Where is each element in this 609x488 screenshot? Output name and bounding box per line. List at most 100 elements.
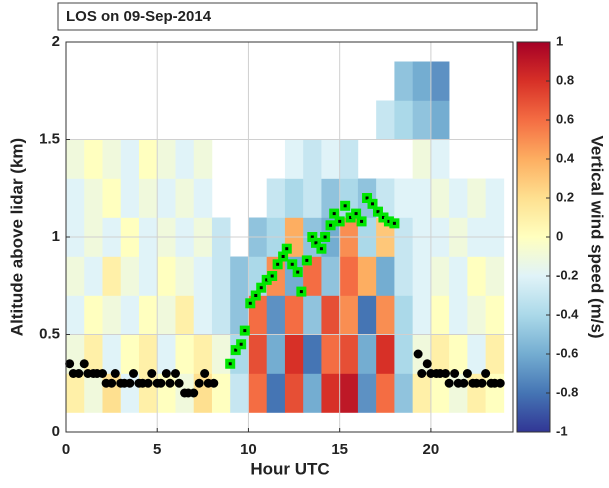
y-tick-label: 1.5 bbox=[39, 130, 60, 147]
heatmap-cell bbox=[339, 334, 359, 374]
point bbox=[320, 232, 331, 242]
point bbox=[444, 378, 454, 388]
point bbox=[389, 218, 400, 229]
point bbox=[340, 200, 351, 211]
heatmap-cell bbox=[376, 256, 395, 296]
marker-center bbox=[381, 216, 385, 219]
point bbox=[110, 369, 120, 378]
point bbox=[261, 274, 272, 285]
marker-center bbox=[332, 212, 336, 216]
point bbox=[230, 345, 241, 356]
heatmap-cell bbox=[376, 334, 395, 374]
heatmap-cell bbox=[339, 256, 359, 296]
heatmap-cell bbox=[485, 334, 505, 374]
heatmap-cell bbox=[321, 334, 340, 374]
heatmap-cell bbox=[84, 373, 103, 413]
point bbox=[125, 378, 135, 388]
heatmap-cell bbox=[157, 178, 176, 218]
heatmap-cell bbox=[138, 334, 158, 374]
heatmap-cell bbox=[303, 295, 322, 335]
heatmap-cell bbox=[412, 256, 432, 296]
marker-center bbox=[319, 247, 323, 251]
heatmap-cell bbox=[376, 295, 395, 335]
heatmap-cell bbox=[211, 295, 231, 335]
heatmap-cell bbox=[430, 178, 450, 218]
point bbox=[225, 358, 236, 369]
heatmap-cell bbox=[357, 373, 377, 413]
point bbox=[372, 206, 383, 217]
heatmap-cell bbox=[321, 256, 340, 296]
heatmap-cell bbox=[321, 373, 340, 413]
marker-center bbox=[360, 219, 364, 223]
chart-title: LOS on 09-Sep-2014 bbox=[66, 8, 212, 25]
marker-center bbox=[254, 294, 258, 297]
heatmap-cell bbox=[467, 256, 486, 296]
heatmap-cell bbox=[357, 295, 377, 335]
marker-center bbox=[387, 219, 391, 223]
marker-center bbox=[265, 278, 269, 282]
point bbox=[378, 212, 389, 223]
x-tick-label: 20 bbox=[423, 441, 440, 458]
heatmap-cell bbox=[303, 139, 322, 179]
point bbox=[287, 259, 298, 270]
heatmap-cell bbox=[157, 334, 176, 374]
point bbox=[495, 378, 505, 388]
heatmap-cell bbox=[339, 295, 359, 335]
heatmap-cell bbox=[412, 373, 432, 413]
heatmap-cell bbox=[102, 178, 122, 218]
heatmap-cell bbox=[230, 256, 249, 296]
marker-center bbox=[281, 255, 285, 258]
heatmap-cell bbox=[193, 295, 213, 335]
point bbox=[74, 369, 84, 378]
heatmap-cell bbox=[412, 139, 432, 179]
heatmap-cell bbox=[430, 334, 450, 374]
heatmap-cell bbox=[284, 139, 304, 179]
heatmap-cell bbox=[84, 334, 103, 374]
colorbar-tick-label: 0 bbox=[556, 228, 563, 243]
heatmap-cell bbox=[266, 295, 286, 335]
heatmap-cell bbox=[84, 178, 103, 218]
heatmap-cell bbox=[412, 178, 432, 218]
heatmap-cell bbox=[102, 295, 122, 335]
colorbar-tick-label: 1 bbox=[556, 33, 563, 48]
point bbox=[272, 259, 283, 270]
heatmap-cell bbox=[66, 139, 85, 179]
heatmap-cell bbox=[376, 373, 395, 413]
point bbox=[440, 369, 450, 378]
colorbar bbox=[516, 41, 551, 433]
heatmap-cell bbox=[394, 334, 413, 374]
x-tick-label: 15 bbox=[331, 441, 348, 458]
heatmap-cell bbox=[120, 178, 140, 218]
heatmap-cell bbox=[449, 256, 468, 296]
heatmap-cell bbox=[230, 373, 249, 413]
heatmap-cell bbox=[193, 334, 213, 374]
point bbox=[65, 359, 75, 369]
heatmap-cell bbox=[412, 100, 432, 140]
heatmap-cell bbox=[430, 100, 450, 140]
heatmap-cell bbox=[284, 373, 304, 413]
heatmap-cell bbox=[430, 61, 450, 101]
heatmap-cell bbox=[321, 178, 340, 218]
colorbar-tick-label: -0.4 bbox=[556, 306, 579, 321]
marker-center bbox=[299, 290, 303, 294]
heatmap-cell bbox=[248, 334, 267, 374]
point bbox=[345, 212, 356, 223]
point bbox=[129, 369, 139, 378]
marker-center bbox=[323, 235, 327, 239]
point bbox=[481, 369, 491, 378]
heatmap-cell bbox=[175, 295, 195, 335]
point bbox=[161, 369, 171, 378]
point bbox=[301, 255, 312, 266]
marker-center bbox=[349, 216, 353, 219]
colorbar-tick-label: -0.6 bbox=[556, 345, 578, 360]
x-tick-label: 10 bbox=[240, 441, 257, 458]
heatmap-cell bbox=[66, 256, 85, 296]
point bbox=[256, 282, 267, 293]
heatmap-cell bbox=[120, 295, 140, 335]
heatmap-cell bbox=[266, 373, 286, 413]
point bbox=[356, 216, 367, 227]
point bbox=[296, 286, 307, 297]
marker-center bbox=[270, 274, 274, 278]
point bbox=[316, 243, 327, 254]
